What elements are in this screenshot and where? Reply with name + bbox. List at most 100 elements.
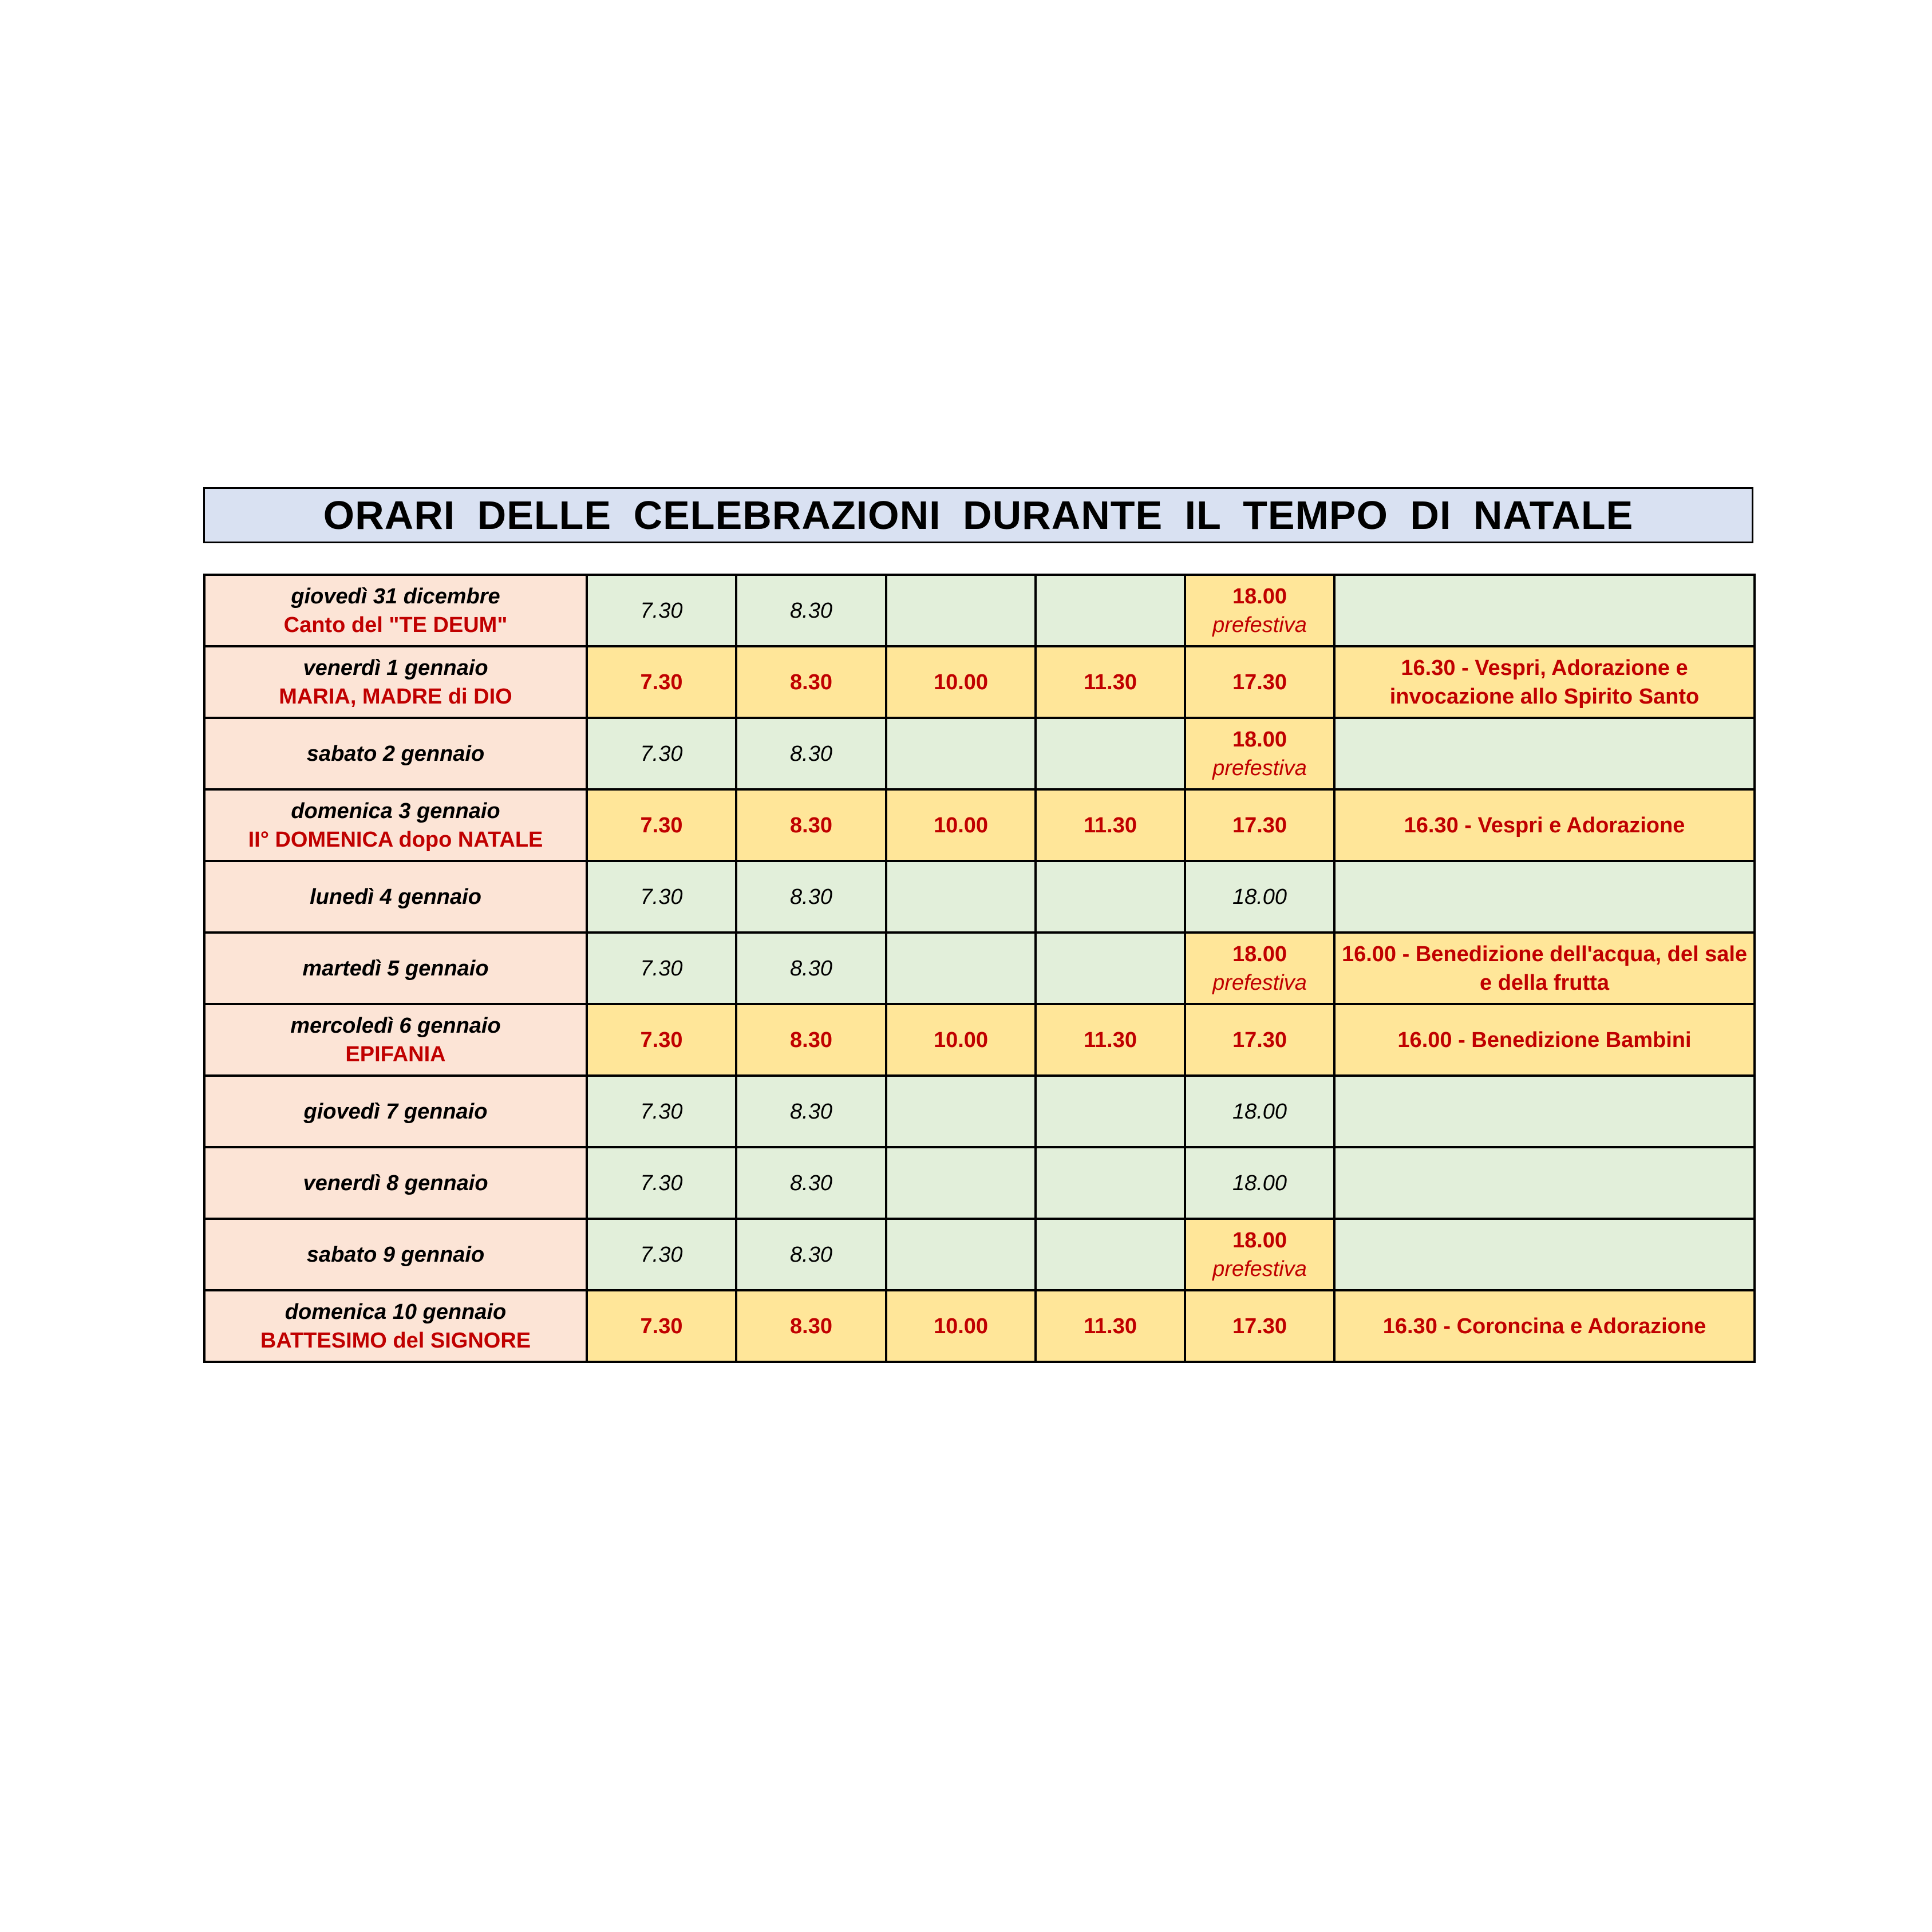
mass-time: 7.30 <box>640 670 683 694</box>
mass-time: 17.30 <box>1232 813 1287 837</box>
mass-time-cell <box>885 574 1037 647</box>
schedule-row: sabato 2 gennaio 7.30 8.30 18.00 prefestiva <box>203 717 1756 791</box>
schedule-row: venerdì 8 gennaio 7.30 8.30 18.00 <box>203 1146 1756 1220</box>
mass-time-cell: 8.30 <box>735 717 887 791</box>
schedule-row: giovedì 31 dicembre Canto del "TE DEUM" 7.… <box>203 574 1756 647</box>
mass-time-cell: 18.00 <box>1184 1146 1336 1220</box>
mass-time-cell: 7.30 <box>586 860 737 934</box>
note-cell: 16.00 - Benedizione Bambini <box>1333 1003 1756 1077</box>
schedule-row: giovedì 7 gennaio 7.30 8.30 18.00 <box>203 1074 1756 1148</box>
mass-time-cell <box>1034 931 1186 1005</box>
mass-time-cell: 11.30 <box>1034 1003 1186 1077</box>
mass-time: 8.30 <box>790 1099 832 1124</box>
schedule-row: sabato 9 gennaio 7.30 8.30 18.00 prefestiva <box>203 1218 1756 1291</box>
mass-time-cell: 8.30 <box>735 1074 887 1148</box>
mass-time-cell: 10.00 <box>885 788 1037 862</box>
day-name: sabato 2 gennaio <box>306 741 485 766</box>
mass-time-cell: 8.30 <box>735 574 887 647</box>
feast-name: EPIFANIA <box>345 1042 446 1066</box>
schedule-row: domenica 10 gennaio BATTESIMO del SIGNORE… <box>203 1289 1756 1363</box>
mass-time: 10.00 <box>933 813 989 837</box>
feast-name: BATTESIMO del SIGNORE <box>260 1328 531 1353</box>
day-name: giovedì 7 gennaio <box>303 1099 488 1124</box>
mass-time-cell: 7.30 <box>586 931 737 1005</box>
note-cell: 16.30 - Vespri e Adorazione <box>1333 788 1756 862</box>
mass-time-cell: 8.30 <box>735 1003 887 1077</box>
mass-time: 18.00 <box>1232 1099 1287 1124</box>
day-name: lunedì 4 gennaio <box>310 884 481 909</box>
mass-time: 11.30 <box>1084 1314 1137 1338</box>
day-name: domenica 3 gennaio <box>291 799 500 823</box>
mass-time-cell: 17.30 <box>1184 1003 1336 1077</box>
mass-time-cell: 18.00 prefestiva <box>1184 717 1336 791</box>
mass-time-cell <box>1034 574 1186 647</box>
mass-time: 10.00 <box>933 1028 989 1052</box>
mass-time: 8.30 <box>790 1171 832 1195</box>
mass-time: 10.00 <box>933 1314 989 1338</box>
mass-time: 7.30 <box>640 813 683 837</box>
schedule-row: mercoledì 6 gennaio EPIFANIA 7.30 8.30 10.00… <box>203 1003 1756 1077</box>
mass-time-cell: 18.00 prefestiva <box>1184 1218 1336 1291</box>
note-cell <box>1333 1218 1756 1291</box>
note-cell <box>1333 574 1756 647</box>
note-cell: 16.30 - Coroncina e Adorazione <box>1333 1289 1756 1363</box>
mass-time: 7.30 <box>640 1171 683 1195</box>
schedule-row: martedì 5 gennaio 7.30 8.30 18.00 prefestiva… <box>203 931 1756 1005</box>
day-cell: sabato 9 gennaio <box>203 1218 588 1291</box>
note-cell: 16.30 - Vespri, Adorazione e invocazione… <box>1333 645 1756 719</box>
schedule-table: giovedì 31 dicembre Canto del "TE DEUM" 7.… <box>203 574 1756 1363</box>
mass-time: 8.30 <box>790 1028 832 1052</box>
mass-time-cell: 17.30 <box>1184 1289 1336 1363</box>
day-name: venerdì 1 gennaio <box>303 655 488 680</box>
mass-time-cell <box>885 1146 1037 1220</box>
prefestiva-label: prefestiva <box>1212 1257 1307 1281</box>
mass-time-cell: 8.30 <box>735 860 887 934</box>
day-cell: martedì 5 gennaio <box>203 931 588 1005</box>
note-cell <box>1333 1146 1756 1220</box>
mass-time: 8.30 <box>790 670 832 694</box>
feast-name: Canto del "TE DEUM" <box>283 613 508 637</box>
mass-time-cell: 7.30 <box>586 1218 737 1291</box>
mass-time-cell: 8.30 <box>735 645 887 719</box>
mass-time-cell: 11.30 <box>1034 645 1186 719</box>
mass-time: 10.00 <box>933 670 989 694</box>
mass-time-cell: 7.30 <box>586 1289 737 1363</box>
mass-time-cell <box>885 1218 1037 1291</box>
mass-time-cell: 10.00 <box>885 1289 1037 1363</box>
note-text: 16.00 - Benedizione Bambini <box>1397 1028 1692 1052</box>
mass-time-cell: 10.00 <box>885 645 1037 719</box>
mass-time-cell: 8.30 <box>735 1218 887 1291</box>
day-cell: mercoledì 6 gennaio EPIFANIA <box>203 1003 588 1077</box>
schedule-row: domenica 3 gennaio II° DOMENICA dopo NATA… <box>203 788 1756 862</box>
day-cell: giovedì 31 dicembre Canto del "TE DEUM" <box>203 574 588 647</box>
mass-time-cell: 8.30 <box>735 931 887 1005</box>
mass-time-cell: 7.30 <box>586 645 737 719</box>
mass-time: 8.30 <box>790 741 832 766</box>
mass-time-cell: 8.30 <box>735 788 887 862</box>
mass-time-cell <box>1034 1146 1186 1220</box>
day-cell: lunedì 4 gennaio <box>203 860 588 934</box>
mass-time: 7.30 <box>640 741 683 766</box>
day-cell: domenica 3 gennaio II° DOMENICA dopo NATA… <box>203 788 588 862</box>
note-cell <box>1333 860 1756 934</box>
mass-time-cell: 7.30 <box>586 788 737 862</box>
mass-time-cell: 7.30 <box>586 574 737 647</box>
day-name: sabato 9 gennaio <box>306 1242 485 1267</box>
note-cell: 16.00 - Benedizione dell'acqua, del sale… <box>1333 931 1756 1005</box>
mass-time-cell: 18.00 prefestiva <box>1184 574 1336 647</box>
prefestiva-label: prefestiva <box>1212 756 1307 780</box>
mass-time: 17.30 <box>1232 670 1287 694</box>
mass-time-cell: 11.30 <box>1034 788 1186 862</box>
day-name: domenica 10 gennaio <box>285 1299 507 1324</box>
mass-time: 18.00 <box>1232 1228 1287 1253</box>
mass-time: 7.30 <box>640 1242 683 1267</box>
day-cell: venerdì 8 gennaio <box>203 1146 588 1220</box>
mass-time: 8.30 <box>790 956 832 981</box>
mass-time: 18.00 <box>1232 727 1287 752</box>
mass-time: 7.30 <box>640 1314 683 1338</box>
mass-time-cell: 18.00 prefestiva <box>1184 931 1336 1005</box>
mass-time: 8.30 <box>790 598 832 623</box>
day-name: mercoledì 6 gennaio <box>290 1013 501 1038</box>
mass-time: 11.30 <box>1084 1028 1137 1052</box>
mass-time-cell: 8.30 <box>735 1146 887 1220</box>
